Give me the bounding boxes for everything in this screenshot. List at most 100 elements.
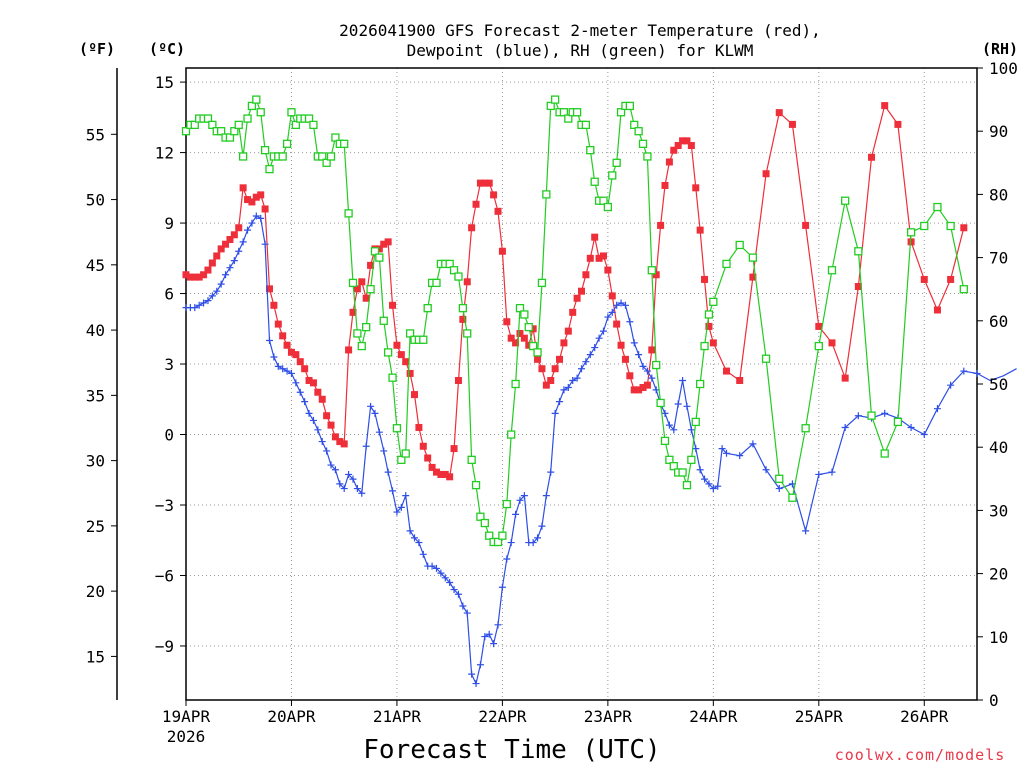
temperature-point [389,301,397,309]
temperature-point [635,386,643,394]
temperature-point [556,355,564,363]
rh-point [656,398,665,408]
temperature-point [309,379,317,387]
temperature-point [494,207,502,215]
dewpoint-point [639,362,647,370]
dewpoint-point [314,426,322,434]
temperature-point [296,358,304,366]
fahrenheit-tick-label: 20 [86,582,105,601]
rh-point [392,424,402,433]
rh-point [322,158,331,167]
temperature-point [230,231,238,239]
dewpoint-point [265,337,273,345]
dewpoint-point [973,369,981,377]
temperature-point [679,137,687,145]
celsius-unit-label: (ºC) [149,40,185,58]
dewpoint-point [516,496,524,504]
temperature-point [441,470,449,478]
dewpoint-point [463,609,471,617]
celsius-tick-label: 0 [164,426,174,445]
temperature-point [841,374,849,382]
fahrenheit-tick-label: 40 [86,321,105,340]
dewpoint-point [248,219,256,227]
rh-point [225,133,235,142]
rh-point [722,259,731,269]
dewpoint-point [626,318,634,326]
dewpoint-point [507,539,515,547]
temperature-point [599,252,607,260]
rh-point [630,120,639,130]
dewpoint-point [279,365,287,373]
temperature-point [604,266,612,274]
credit-link[interactable]: coolwx.com/models [835,746,1006,764]
rh-point [612,158,621,167]
rh-point [682,480,692,490]
fahrenheit-tick-label: 45 [86,256,105,275]
rh-tick-label: 70 [989,249,1008,268]
dewpoint-point [340,485,348,493]
temperature-point [265,285,273,293]
temperature-point [907,238,915,246]
dewpoint-point [367,402,375,410]
dewpoint-point [217,280,225,288]
temperature-point [261,205,269,213]
rh-point [647,266,656,275]
dewpoint-point [195,301,203,309]
temperature-point [591,233,599,241]
temperature-point [687,142,695,150]
temperature-point [459,315,467,323]
temperature-point [516,329,524,337]
dewpoint-point [222,271,230,279]
dewpoint-point [556,398,564,406]
rh-tick-label: 80 [989,185,1008,204]
temperature-point [287,348,295,356]
rh-point [687,455,696,464]
dewpoint-point [208,292,216,300]
rh-unit-label: (RH) [982,40,1018,58]
temperature-point [626,372,634,380]
dewpoint-point [380,447,388,455]
dewpoint-point [648,374,656,382]
temperature-point [749,273,757,281]
rh-point [507,430,516,439]
rh-tick-label: 0 [989,691,999,710]
temperature-point [468,224,476,232]
rh-point [485,531,494,540]
series-dewpoint [182,212,1017,688]
dewpoint-point [270,353,278,361]
dewpoint-point [595,334,603,342]
dewpoint-point [551,409,559,417]
temperature-point [353,285,361,293]
temperature-point [345,346,353,354]
dewpoint-point [402,492,410,500]
temperature-point [512,339,520,347]
rh-point [471,480,481,490]
dewpoint-point [841,423,849,431]
temperature-point [485,179,493,187]
x-tick-label: 21APR [373,707,422,726]
rh-point [252,95,261,104]
rh-point [375,253,384,262]
dewpoint-point [384,468,392,476]
temperature-point [331,433,339,441]
dewpoint-point [446,579,454,587]
temperature-point [239,184,247,192]
dewpoint-point [191,304,199,312]
temperature-point [538,365,546,373]
dewpoint-point [213,287,221,295]
dewpoint-point [538,522,546,530]
temperature-point [406,369,414,377]
temperature-point [881,102,889,110]
rh-point [243,114,252,123]
series-line [185,104,965,478]
dewpoint-point [230,257,238,265]
rh-point [454,272,463,281]
temperature-point [529,325,537,333]
dewpoint-point [481,633,489,641]
rh-tick-label: 100 [989,59,1018,78]
temperature-point [648,346,656,354]
rh-point [841,196,850,205]
dewpoint-point [630,339,638,347]
rh-point [590,177,599,186]
dewpoint-point [696,466,704,474]
